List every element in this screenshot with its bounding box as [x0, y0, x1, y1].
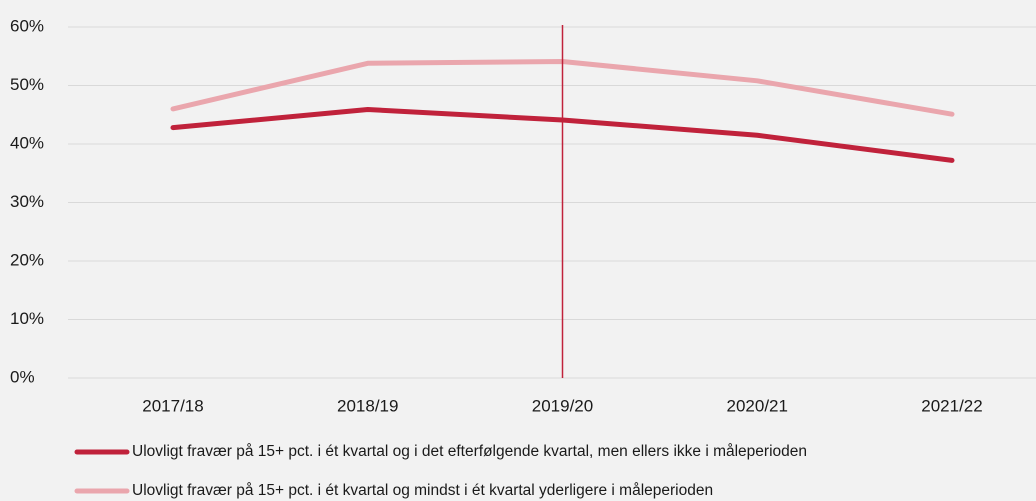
x-tick-label: 2017/18 [142, 396, 203, 415]
y-tick-label: 10% [10, 309, 44, 328]
x-tick-label: 2021/22 [921, 396, 982, 415]
y-tick-label: 40% [10, 133, 44, 152]
y-tick-label: 30% [10, 192, 44, 211]
y-tick-label: 0% [10, 367, 35, 386]
x-tick-label: 2020/21 [727, 396, 788, 415]
y-tick-label: 50% [10, 75, 44, 94]
legend-label: Ulovligt fravær på 15+ pct. i ét kvartal… [132, 482, 713, 499]
x-tick-label: 2018/19 [337, 396, 398, 415]
y-tick-label: 60% [10, 16, 44, 35]
legend-label: Ulovligt fravær på 15+ pct. i ét kvartal… [132, 443, 807, 460]
x-tick-label: 2019/20 [532, 396, 593, 415]
y-tick-label: 20% [10, 250, 44, 269]
